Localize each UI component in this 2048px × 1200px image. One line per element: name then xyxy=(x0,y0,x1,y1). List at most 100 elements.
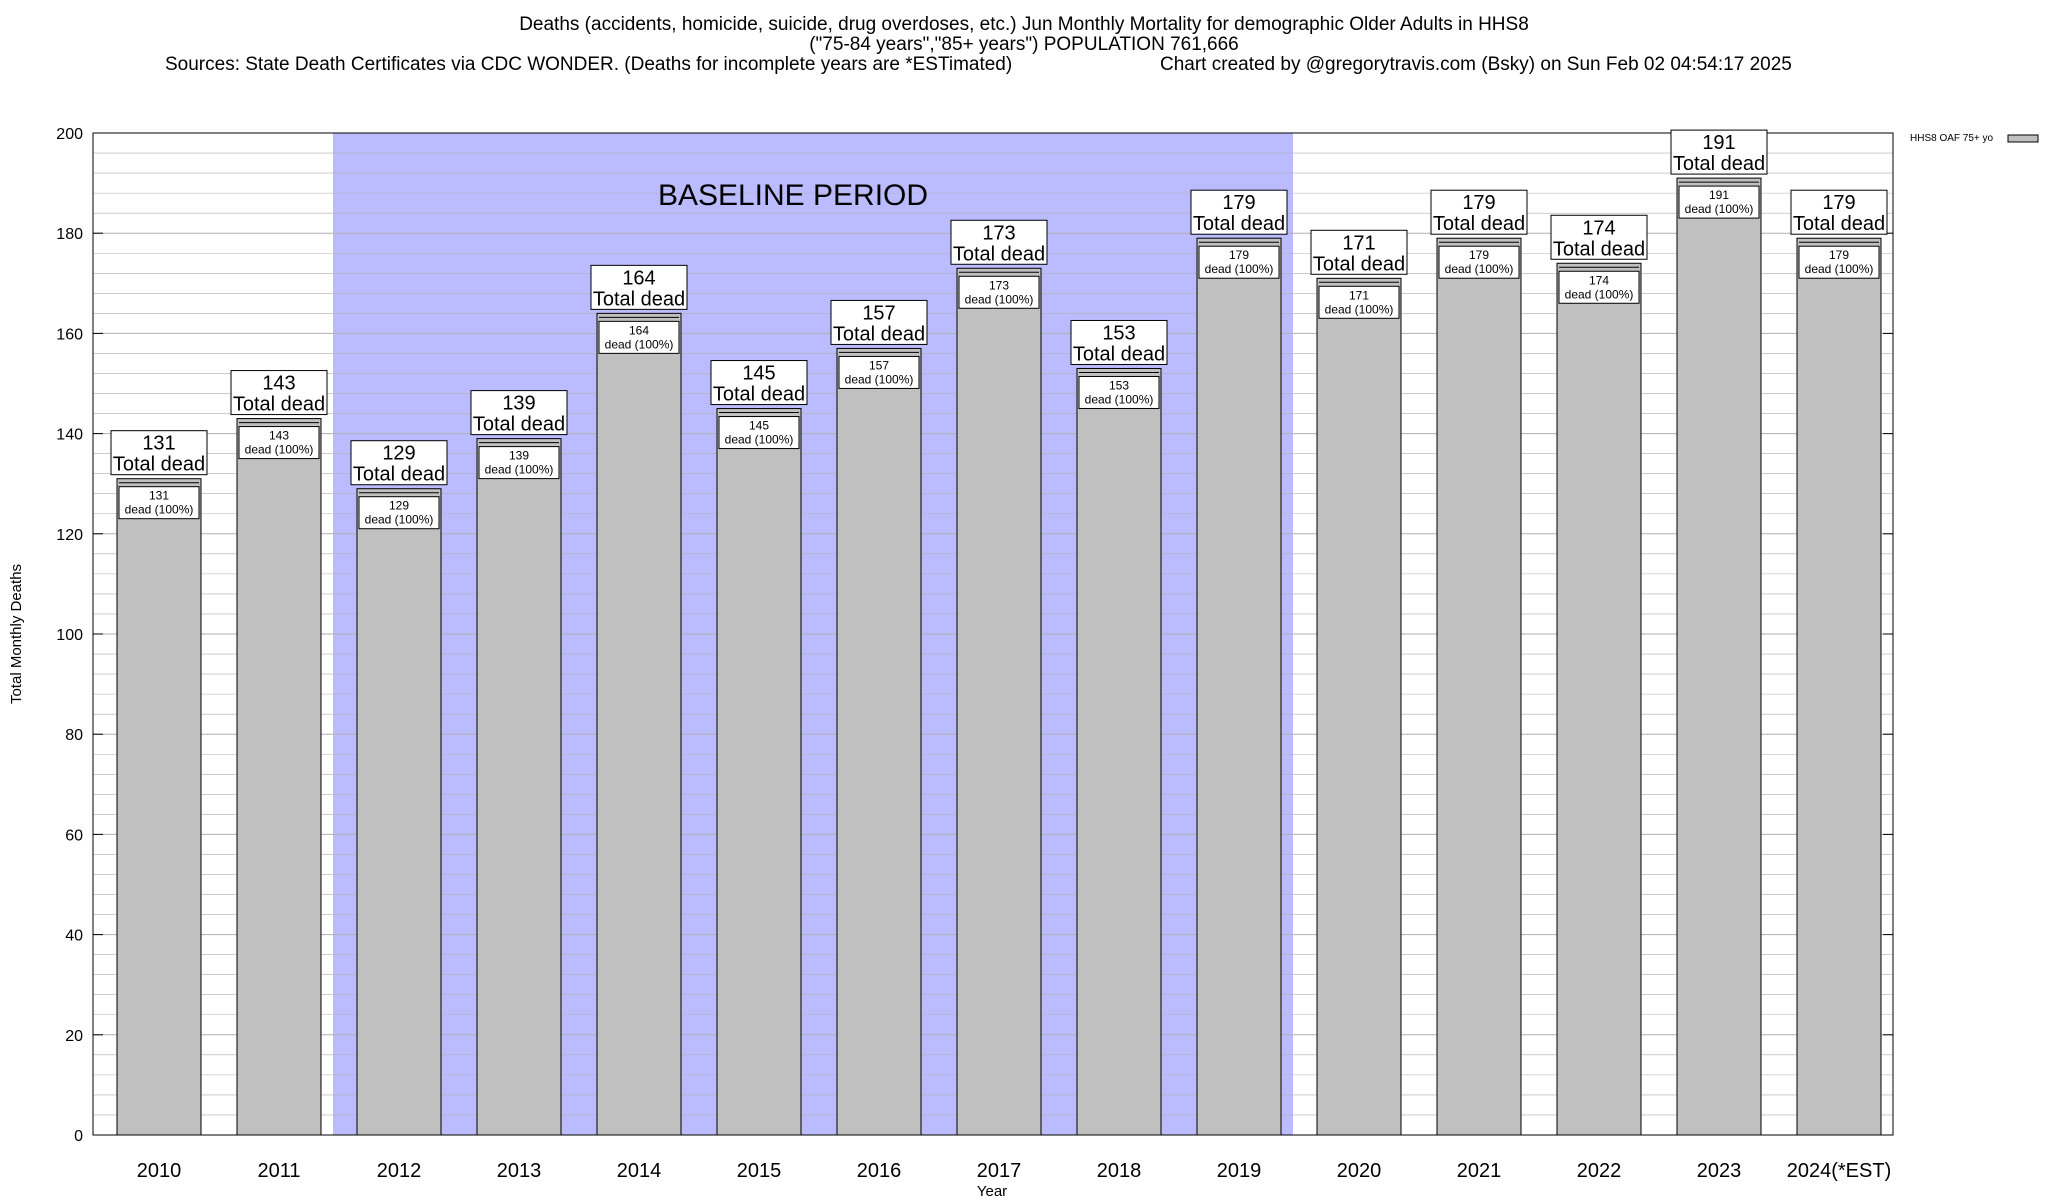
bar xyxy=(1676,177,1762,1136)
bar-inner-label: dead (100%) xyxy=(1325,302,1394,316)
bar-total-label: Total dead xyxy=(113,454,205,476)
bar-inner-label-box xyxy=(1198,245,1280,279)
bar-total-label: Total dead xyxy=(593,288,685,310)
bar-inner-value: 174 xyxy=(1589,273,1609,287)
bar-inner-value: 164 xyxy=(629,323,649,337)
y-tick-label: 100 xyxy=(56,627,83,644)
bar-inner-label-box xyxy=(1078,375,1160,409)
chart-title: Deaths (accidents, homicide, suicide, dr… xyxy=(519,14,1529,35)
bar-total-label-box xyxy=(1790,189,1888,235)
bar-total-label-box xyxy=(230,370,328,416)
bar-total-label: Total dead xyxy=(1673,153,1765,175)
x-tick-label: 2023 xyxy=(1697,1160,1742,1182)
x-tick-label: 2022 xyxy=(1577,1160,1622,1182)
x-tick-label: 2015 xyxy=(737,1160,782,1182)
bar-inner-label-box xyxy=(598,320,680,354)
bar-inner-label: dead (100%) xyxy=(725,433,794,447)
y-tick-label: 60 xyxy=(65,827,83,844)
bar-total-label: Total dead xyxy=(1073,343,1165,365)
sources-note: Sources: State Death Certificates via CD… xyxy=(165,54,1013,75)
bar-total-label: Total dead xyxy=(1193,213,1285,235)
bar xyxy=(716,408,802,1136)
bar-total-value: 157 xyxy=(862,302,895,324)
y-tick-label: 20 xyxy=(65,1028,83,1045)
bar-inner-label-box xyxy=(958,275,1040,309)
bar-inner-label-box xyxy=(1678,185,1760,219)
bar-inner-value: 145 xyxy=(749,419,769,433)
bar-inner-value: 173 xyxy=(989,278,1009,292)
x-tick-label: 2013 xyxy=(497,1160,542,1182)
y-tick-label: 140 xyxy=(56,427,83,444)
bar-inner-value: 139 xyxy=(509,449,529,463)
bar-inner-label: dead (100%) xyxy=(485,463,554,477)
bar-inner-label: dead (100%) xyxy=(1805,262,1874,276)
bar-inner-label: dead (100%) xyxy=(1685,202,1754,216)
bar-inner-value: 129 xyxy=(389,499,409,513)
bar-total-label-box xyxy=(710,360,808,406)
bar xyxy=(1436,237,1522,1136)
baseline-label: BASELINE PERIOD xyxy=(658,179,928,212)
bar-total-value: 191 xyxy=(1702,132,1735,154)
x-tick-label: 2021 xyxy=(1457,1160,1502,1182)
bar-total-value: 179 xyxy=(1222,192,1255,214)
y-tick-label: 40 xyxy=(65,928,83,945)
x-tick-label: 2018 xyxy=(1097,1160,1142,1182)
bar-inner-label: dead (100%) xyxy=(245,443,314,457)
bar-inner-value: 179 xyxy=(1469,248,1489,262)
bar-inner-value: 179 xyxy=(1229,248,1249,262)
bar-inner-value: 157 xyxy=(869,358,889,372)
x-tick-label: 2019 xyxy=(1217,1160,1262,1182)
bar xyxy=(1796,237,1882,1136)
y-tick-label: 180 xyxy=(56,226,83,243)
x-tick-label: 2020 xyxy=(1337,1160,1382,1182)
bar-inner-label: dead (100%) xyxy=(1445,262,1514,276)
bar xyxy=(1076,367,1162,1136)
y-tick-label: 80 xyxy=(65,727,83,744)
bar-total-label-box xyxy=(350,440,448,486)
bar-total-label-box xyxy=(1310,229,1408,275)
bar-inner-label: dead (100%) xyxy=(125,503,194,517)
bar-inner-label: dead (100%) xyxy=(1085,392,1154,406)
bar-inner-label-box xyxy=(838,355,920,389)
bar-inner-value: 143 xyxy=(269,429,289,443)
bar-inner-label: dead (100%) xyxy=(845,372,914,386)
bar-total-label: Total dead xyxy=(353,464,445,486)
y-tick-label: 200 xyxy=(56,126,83,143)
bar-inner-label: dead (100%) xyxy=(965,292,1034,306)
legend: HHS8 OAF 75+ yo xyxy=(1910,133,2039,144)
bar-total-value: 179 xyxy=(1462,192,1495,214)
x-tick-label: 2024(*EST) xyxy=(1787,1160,1892,1182)
bar-total-label-box xyxy=(1190,189,1288,235)
y-tick-label: 120 xyxy=(56,527,83,544)
bar-total-label-box xyxy=(590,264,688,310)
chart-subtitle: ("75-84 years","85+ years") POPULATION 7… xyxy=(809,34,1239,55)
bar-total-label-box xyxy=(110,430,208,476)
bar-total-value: 164 xyxy=(622,267,655,289)
y-tick-label: 160 xyxy=(56,326,83,343)
bar-inner-label-box xyxy=(1318,285,1400,319)
bar xyxy=(956,267,1042,1136)
bar-total-label: Total dead xyxy=(1553,238,1645,260)
bar-total-label-box xyxy=(1430,189,1528,235)
x-tick-label: 2012 xyxy=(377,1160,422,1182)
bar-total-value: 179 xyxy=(1822,192,1855,214)
bar-total-label: Total dead xyxy=(1793,213,1885,235)
bar-total-label-box xyxy=(830,299,928,345)
bar-inner-value: 179 xyxy=(1829,248,1849,262)
bar-inner-value: 131 xyxy=(149,489,169,503)
y-tick-label: 0 xyxy=(74,1128,83,1145)
bar-inner-label-box xyxy=(1558,270,1640,304)
bar-total-label-box xyxy=(1670,129,1768,175)
x-tick-label: 2014 xyxy=(617,1160,662,1182)
bar-inner-label: dead (100%) xyxy=(605,337,674,351)
